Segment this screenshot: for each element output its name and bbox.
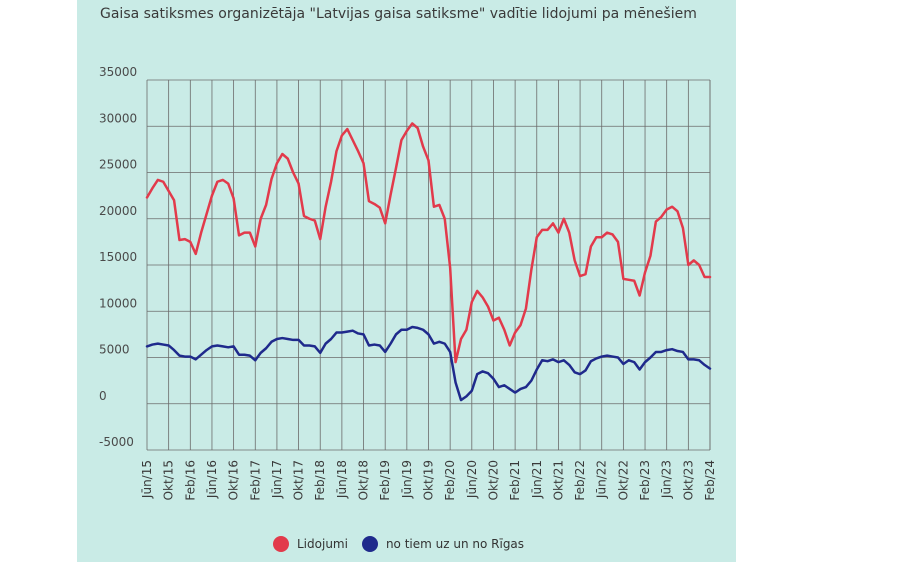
x-tick-label: Okt/23	[681, 460, 695, 500]
x-tick-label: Jūn/15	[140, 460, 154, 499]
y-tick-label: 30000	[99, 111, 137, 125]
x-tick-label: Feb/20	[443, 460, 457, 501]
x-tick-label: Jūn/22	[595, 460, 609, 499]
x-tick-label: Jūn/18	[335, 460, 349, 499]
x-tick-label: Okt/22	[616, 460, 630, 500]
x-tick-label: Feb/18	[313, 460, 327, 501]
x-tick-label: Jūn/23	[660, 460, 674, 499]
legend-swatch-riga	[361, 536, 378, 552]
y-tick-label: 25000	[99, 158, 137, 172]
x-tick-label: Feb/19	[378, 460, 392, 501]
x-tick-label: Feb/17	[248, 460, 262, 501]
x-tick-label: Jūn/21	[530, 460, 544, 499]
legend-item-riga[interactable]: no tiem uz un no Rīgas	[361, 536, 525, 552]
series-line-lidojumi	[145, 122, 712, 364]
x-tick-label: Okt/20	[486, 460, 500, 500]
chart-svg: 35000 30000 25000 20000 15000 10000 5000 0 -5000…	[99, 65, 717, 501]
series-line-riga	[145, 325, 712, 402]
x-tick-label: Feb/16	[183, 460, 197, 501]
legend-item-lidojumi[interactable]: Lidojumi	[273, 536, 348, 552]
x-tick-label: Feb/22	[573, 460, 587, 501]
y-tick-label: 15000	[99, 250, 137, 264]
legend-label-lidojumi: Lidojumi	[297, 537, 348, 551]
legend-label-riga: no tiem uz un no Rīgas	[385, 537, 525, 551]
y-tick-label: -5000	[99, 435, 134, 449]
y-tick-label: 35000	[99, 65, 137, 79]
x-tick-label: Feb/24	[703, 460, 717, 501]
x-tick-label: Okt/19	[422, 460, 436, 500]
x-tick-label: Feb/21	[508, 460, 522, 501]
x-tick-label: Okt/21	[551, 460, 565, 500]
chart-panel: Gaisa satiksmes organizētāja "Latvijas g…	[77, 0, 736, 562]
y-tick-label: 0	[99, 389, 107, 403]
chart-title: Gaisa satiksmes organizētāja "Latvijas g…	[100, 6, 697, 22]
y-tick-label: 10000	[99, 296, 137, 310]
legend: Lidojumi no tiem uz un no Rīgas	[273, 536, 538, 552]
x-tick-label: Okt/18	[357, 460, 371, 500]
x-tick-label: Okt/15	[162, 460, 176, 500]
y-tick-label: 5000	[99, 343, 130, 357]
x-tick-label: Okt/17	[292, 460, 306, 500]
y-tick-label: 20000	[99, 204, 137, 218]
x-tick-label: Feb/23	[638, 460, 652, 501]
x-tick-label: Jūn/20	[465, 460, 479, 499]
x-tick-label: Jūn/16	[205, 460, 219, 499]
x-tick-label: Jūn/19	[400, 460, 414, 499]
x-tick-label: Jūn/17	[270, 460, 284, 499]
legend-swatch-lidojumi	[273, 536, 289, 552]
x-tick-label: Okt/16	[227, 460, 241, 500]
